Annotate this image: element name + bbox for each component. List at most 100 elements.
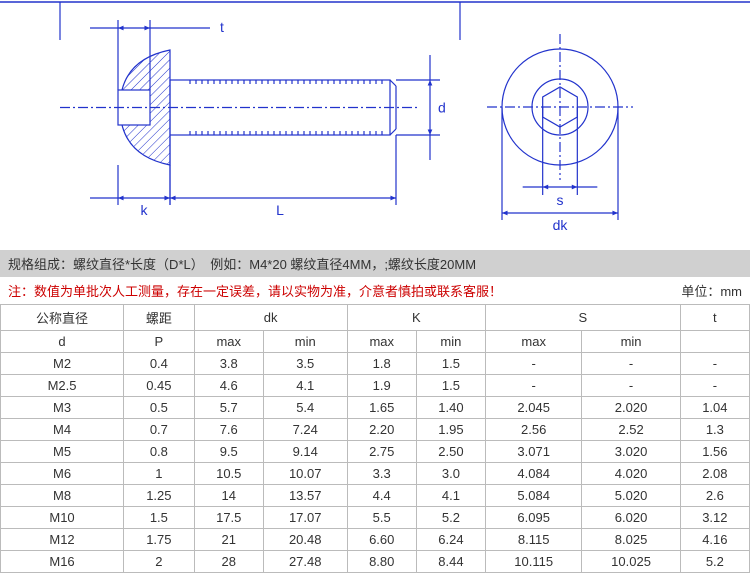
cell-dk_min: 20.48 — [263, 529, 347, 551]
col-k-max: max — [347, 331, 416, 353]
table-row: M40.77.67.242.201.952.562.521.3 — [1, 419, 750, 441]
cell-k_min: 3.0 — [416, 463, 485, 485]
dimensions-table: 公称直径 螺距 dk K S t d P max min max min max… — [0, 304, 750, 573]
cell-k_max: 5.5 — [347, 507, 416, 529]
cell-d: M2 — [1, 353, 124, 375]
col-d-label: 公称直径 — [1, 305, 124, 331]
cell-dk_min: 10.07 — [263, 463, 347, 485]
spec-composition-bar: 规格组成：螺纹直径*长度（D*L） 例如：M4*20 螺纹直径4MM，;螺纹长度… — [0, 250, 750, 277]
cell-t: 1.04 — [680, 397, 749, 419]
cell-k_min: 4.1 — [416, 485, 485, 507]
cell-k_max: 1.9 — [347, 375, 416, 397]
cell-t: 1.3 — [680, 419, 749, 441]
cell-s_max: 2.045 — [486, 397, 582, 419]
cell-k_min: 5.2 — [416, 507, 485, 529]
col-t-blank — [680, 331, 749, 353]
cell-dk_max: 9.5 — [194, 441, 263, 463]
cell-d: M4 — [1, 419, 124, 441]
cell-k_max: 6.60 — [347, 529, 416, 551]
cell-s_min: 2.52 — [582, 419, 680, 441]
note-text: 注：数值为单批次人工测量，存在一定误差，请以实物为准，介意者慎拍或联系客服！ — [8, 281, 502, 300]
col-p-label: 螺距 — [124, 305, 195, 331]
col-k-min: min — [416, 331, 485, 353]
cell-d: M12 — [1, 529, 124, 551]
cell-s_max: 2.56 — [486, 419, 582, 441]
cell-dk_min: 9.14 — [263, 441, 347, 463]
col-p-sub: P — [124, 331, 195, 353]
cell-p: 1.75 — [124, 529, 195, 551]
cell-t: 4.16 — [680, 529, 749, 551]
cell-s_max: - — [486, 353, 582, 375]
cell-k_max: 1.8 — [347, 353, 416, 375]
cell-s_max: - — [486, 375, 582, 397]
col-dk-min: min — [263, 331, 347, 353]
cell-k_max: 4.4 — [347, 485, 416, 507]
col-K: K — [347, 305, 485, 331]
svg-text:s: s — [557, 192, 564, 208]
cell-s_min: 8.025 — [582, 529, 680, 551]
cell-s_max: 4.084 — [486, 463, 582, 485]
cell-d: M8 — [1, 485, 124, 507]
cell-d: M2.5 — [1, 375, 124, 397]
cell-dk_min: 5.4 — [263, 397, 347, 419]
cell-s_min: 3.020 — [582, 441, 680, 463]
cell-k_max: 1.65 — [347, 397, 416, 419]
cell-p: 0.8 — [124, 441, 195, 463]
svg-text:k: k — [141, 202, 149, 218]
cell-t: - — [680, 353, 749, 375]
svg-text:t: t — [220, 19, 224, 35]
col-t: t — [680, 305, 749, 331]
cell-t: 1.56 — [680, 441, 749, 463]
cell-d: M3 — [1, 397, 124, 419]
table-row: M50.89.59.142.752.503.0713.0201.56 — [1, 441, 750, 463]
col-dk-max: max — [194, 331, 263, 353]
cell-dk_min: 4.1 — [263, 375, 347, 397]
table-row: M81.251413.574.44.15.0845.0202.6 — [1, 485, 750, 507]
cell-s_min: 6.020 — [582, 507, 680, 529]
cell-k_min: 1.95 — [416, 419, 485, 441]
cell-k_min: 6.24 — [416, 529, 485, 551]
cell-t: - — [680, 375, 749, 397]
cell-p: 0.4 — [124, 353, 195, 375]
cell-k_min: 1.5 — [416, 353, 485, 375]
table-row: M6110.510.073.33.04.0844.0202.08 — [1, 463, 750, 485]
cell-d: M10 — [1, 507, 124, 529]
cell-k_min: 1.5 — [416, 375, 485, 397]
cell-p: 1 — [124, 463, 195, 485]
table-row: M121.752120.486.606.248.1158.0254.16 — [1, 529, 750, 551]
cell-k_max: 2.75 — [347, 441, 416, 463]
cell-dk_max: 5.7 — [194, 397, 263, 419]
col-dk: dk — [194, 305, 347, 331]
svg-text:L: L — [276, 202, 284, 218]
unit-label: 单位：mm — [681, 281, 742, 300]
cell-s_min: - — [582, 353, 680, 375]
cell-s_max: 8.115 — [486, 529, 582, 551]
cell-dk_max: 28 — [194, 551, 263, 573]
cell-s_max: 6.095 — [486, 507, 582, 529]
cell-dk_max: 3.8 — [194, 353, 263, 375]
cell-s_min: - — [582, 375, 680, 397]
cell-p: 1.5 — [124, 507, 195, 529]
cell-dk_max: 4.6 — [194, 375, 263, 397]
cell-s_max: 3.071 — [486, 441, 582, 463]
cell-k_max: 8.80 — [347, 551, 416, 573]
cell-dk_max: 10.5 — [194, 463, 263, 485]
table-row: M101.517.517.075.55.26.0956.0203.12 — [1, 507, 750, 529]
cell-dk_min: 27.48 — [263, 551, 347, 573]
cell-p: 0.45 — [124, 375, 195, 397]
cell-dk_min: 13.57 — [263, 485, 347, 507]
technical-drawing: tdkLsdk — [0, 0, 750, 250]
cell-dk_max: 14 — [194, 485, 263, 507]
col-S: S — [486, 305, 681, 331]
cell-t: 2.08 — [680, 463, 749, 485]
cell-k_max: 3.3 — [347, 463, 416, 485]
cell-s_min: 10.025 — [582, 551, 680, 573]
cell-t: 2.6 — [680, 485, 749, 507]
cell-p: 2 — [124, 551, 195, 573]
cell-t: 3.12 — [680, 507, 749, 529]
col-s-min: min — [582, 331, 680, 353]
cell-p: 1.25 — [124, 485, 195, 507]
cell-k_min: 1.40 — [416, 397, 485, 419]
cell-d: M16 — [1, 551, 124, 573]
cell-dk_min: 3.5 — [263, 353, 347, 375]
